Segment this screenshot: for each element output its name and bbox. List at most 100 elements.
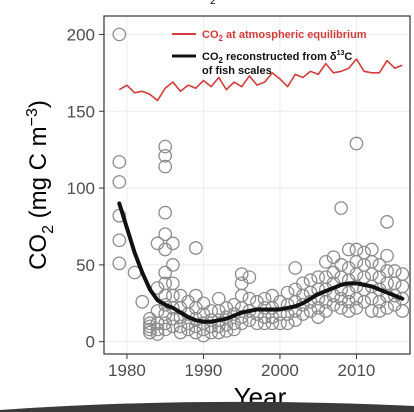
equilibrium-line [118, 58, 403, 102]
data-point [242, 291, 257, 306]
data-point [296, 307, 310, 321]
legend-rec-post: C [344, 51, 352, 63]
legend-label-reconstructed: CO2 reconstructed from δ13C [202, 50, 352, 65]
series-lines [117, 58, 405, 324]
data-point [143, 325, 157, 340]
data-point [181, 322, 195, 337]
panel-border [103, 15, 411, 355]
data-point [334, 301, 348, 315]
data-point [280, 316, 295, 331]
legend-rec-sub: 2 [219, 56, 224, 65]
data-point [326, 297, 341, 312]
data-point [112, 256, 127, 271]
data-point [357, 294, 371, 309]
data-point [204, 304, 218, 318]
data-point [341, 261, 356, 275]
data-point [288, 261, 303, 275]
data-point [166, 258, 180, 272]
reconstructed-line [117, 201, 405, 324]
data-point [188, 325, 203, 340]
legend-rec-sup: 13 [337, 50, 345, 57]
x-axis-ticks: 1980 1990 2000 2010 [108, 354, 375, 380]
y-tick-label: 100 [67, 179, 95, 198]
data-point [372, 270, 387, 285]
grid-lines [104, 16, 410, 354]
data-point [387, 288, 402, 303]
data-point [311, 270, 326, 285]
data-point [188, 241, 203, 255]
y-tick-label: 150 [67, 102, 95, 121]
x-tick-label: 2010 [338, 361, 376, 380]
data-point [181, 294, 195, 309]
legend: CO2 at atmospheric equilibrium CO2 recon… [172, 29, 367, 77]
x-tick-label: 1980 [108, 361, 146, 380]
y-tick-label: 0 [86, 333, 95, 352]
y-tick-label: 50 [76, 256, 95, 275]
data-point [112, 155, 127, 169]
data-point [158, 205, 173, 220]
data-point [257, 291, 272, 306]
data-point [318, 254, 333, 269]
data-point [173, 319, 188, 334]
data-point [173, 288, 188, 303]
data-point [326, 265, 341, 280]
data-point [349, 291, 364, 306]
data-point [135, 294, 150, 309]
data-point [265, 316, 280, 331]
data-point [364, 304, 379, 318]
data-point [288, 282, 303, 297]
y-axis-title-close: ) [25, 100, 52, 108]
data-point [158, 227, 173, 242]
top-clipped-fragment: 2 [210, 0, 216, 7]
data-point [380, 301, 394, 315]
data-point [196, 328, 211, 343]
data-point [150, 327, 165, 341]
data-point [234, 316, 249, 331]
data-point [341, 242, 356, 257]
legend-rec-pre: CO [202, 51, 219, 63]
data-point [158, 288, 173, 303]
data-point [242, 313, 257, 328]
scatter-points [112, 27, 410, 343]
data-point [158, 316, 173, 331]
data-point [158, 322, 173, 337]
data-point [372, 304, 387, 318]
data-point [395, 267, 410, 281]
data-point [227, 297, 241, 312]
data-point [158, 148, 173, 163]
data-point [158, 242, 173, 257]
data-point [150, 304, 165, 318]
legend-label-equilibrium: CO2 at atmospheric equilibrium [202, 29, 367, 43]
data-point [334, 201, 348, 215]
x-tick-label: 1990 [185, 361, 223, 380]
data-point [188, 288, 203, 303]
y-axis-title-units: (mg C m [25, 126, 52, 225]
data-point [303, 304, 318, 318]
data-point [211, 325, 226, 340]
data-point [380, 248, 394, 263]
data-point [364, 254, 379, 269]
data-point [273, 316, 287, 331]
data-point [219, 324, 234, 338]
data-point [166, 301, 180, 315]
data-point [341, 304, 356, 318]
data-point [158, 265, 173, 280]
y-axis-ticks: 0 50 100 150 200 [67, 25, 104, 352]
legend-eq-text: at atmospheric equilibrium [223, 29, 367, 41]
data-point [380, 276, 394, 291]
data-point [380, 215, 394, 229]
data-point [143, 311, 157, 326]
data-point [166, 288, 180, 303]
data-point [364, 242, 379, 257]
data-point [250, 294, 264, 309]
y-axis-title: CO2 (mg C m−3) [24, 100, 57, 270]
legend-rec-text: reconstructed from δ [223, 51, 337, 63]
data-point [234, 267, 249, 281]
data-point [250, 316, 264, 331]
legend-eq-pre: CO [202, 29, 219, 41]
bottom-dark-edge [0, 401, 414, 412]
legend-eq-sub: 2 [219, 34, 224, 43]
data-point [234, 276, 249, 291]
data-point [143, 319, 157, 334]
